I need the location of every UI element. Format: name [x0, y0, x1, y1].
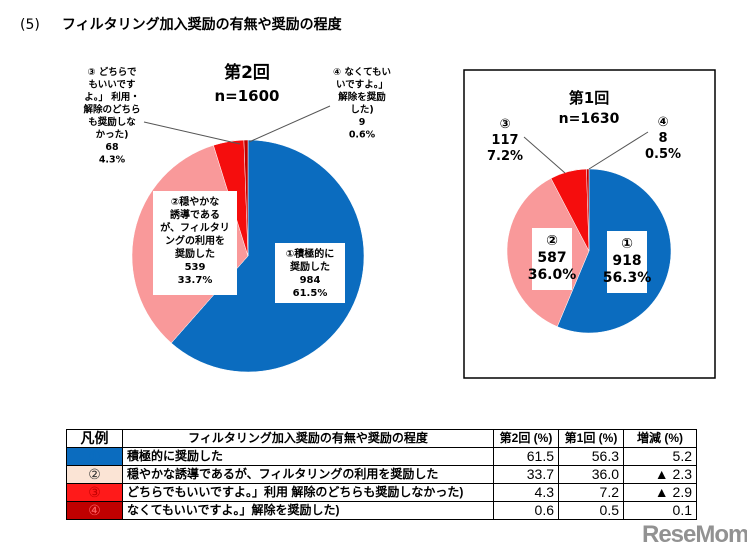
- row-diff: 0.1: [623, 501, 697, 520]
- pie1-label-3-text-1: ③: [499, 117, 510, 132]
- pie2-label-2-text-3: が、フィルタリ: [160, 221, 230, 234]
- pie1-label-2-percent: 36.0%: [528, 267, 577, 283]
- pie2-label-4-text-4: した): [350, 105, 373, 116]
- chart2-title: 第2回: [224, 62, 270, 83]
- pie2-slice-4: [243, 139, 249, 257]
- table-row: ① 積極的に奨励した 61.5 56.3 5.2: [66, 447, 697, 466]
- table-row: ② 穏やかな誘導であるが、フィルタリングの利用を奨励した 33.7 36.0 ▲…: [66, 465, 697, 484]
- pie2-label-4-text-3: 解除を奨励: [338, 91, 386, 103]
- pie2-label-2-text-1: ②穏やかな: [171, 195, 219, 208]
- header-description: フィルタリング加入奨励の有無や奨励の程度: [122, 429, 494, 448]
- table-row: ③ どちらでもいいですよ。」利用 解除のどちらも奨励しなかった) 4.3 7.2…: [66, 483, 697, 502]
- header-round2: 第2回 (%): [493, 429, 559, 448]
- pie2-label-box-1: [275, 243, 345, 303]
- row-diff: ▲ 2.9: [623, 483, 697, 502]
- legend-swatch-2: ②: [66, 465, 123, 484]
- pie2-label-2-text-5: 奨励した: [174, 247, 215, 260]
- pie1-label-1-percent: 56.3%: [603, 270, 652, 286]
- pie2-label-1-text-2: 奨励した: [289, 260, 330, 273]
- section-title-text: フィルタリング加入奨励の有無や奨励の程度: [61, 17, 342, 33]
- pie2-label-3-text-6: かった): [96, 130, 129, 141]
- row-round2: 4.3: [493, 483, 559, 502]
- row-round1: 56.3: [558, 447, 624, 466]
- legend-table: 凡例 フィルタリング加入奨励の有無や奨励の程度 第2回 (%) 第1回 (%) …: [66, 429, 697, 520]
- pie2-label-3-text-5: も奨励しな: [88, 116, 136, 128]
- row-text: どちらでもいいですよ。」利用 解除のどちらも奨励しなかった): [122, 483, 494, 502]
- row-diff: ▲ 2.3: [623, 465, 697, 484]
- row-text: 穏やかな誘導であるが、フィルタリングの利用を奨励した: [122, 465, 494, 484]
- pie2-leader-3: [143, 121, 241, 145]
- pie1-label-3-percent: 7.2%: [487, 149, 523, 164]
- pie2-label-4-percent: 0.6%: [349, 130, 376, 141]
- pie2-label-box-2: [153, 191, 237, 295]
- pie2-label-4-count: 9: [359, 117, 366, 128]
- pie2-label-1-count: 984: [300, 275, 321, 286]
- row-round1: 36.0: [558, 465, 624, 484]
- pie1-leader-4: [588, 131, 649, 170]
- legend-header-row: 凡例 フィルタリング加入奨励の有無や奨励の程度 第2回 (%) 第1回 (%) …: [66, 429, 697, 448]
- pie1-label-2-text-1: ②: [546, 233, 558, 249]
- pie2-label-3-text-1: ③ どちらで: [87, 66, 137, 78]
- legend-swatch-3: ③: [66, 483, 123, 502]
- pie2-label-1-text-1: ①積極的に: [286, 247, 334, 260]
- pie2-label-3-text-4: 解除のどちら: [83, 104, 140, 116]
- pie1-leader-3: [523, 136, 566, 174]
- row-diff: 5.2: [623, 447, 697, 466]
- pie2-label-1-percent: 61.5%: [293, 288, 328, 299]
- header-legend: 凡例: [66, 429, 123, 448]
- header-round1: 第1回 (%): [558, 429, 624, 448]
- row-round2: 33.7: [493, 465, 559, 484]
- row-text: なくてもいいですよ。」解除を奨励した): [122, 501, 494, 520]
- legend-swatch-1: ①: [66, 447, 123, 466]
- pie2-slice-1: [170, 139, 365, 373]
- pie2-label-2-percent: 33.7%: [178, 275, 213, 286]
- watermark-logo: ReseMom: [642, 521, 747, 548]
- row-round1: 0.5: [558, 501, 624, 520]
- pie1-label-2-count: 587: [537, 250, 566, 266]
- pie1-label-box-1: [607, 231, 647, 293]
- chart1-frame: [463, 69, 716, 379]
- pie2-label-2-count: 539: [185, 262, 206, 273]
- pie1-label-1-count: 918: [612, 253, 641, 269]
- pie1-label-4-percent: 0.5%: [645, 147, 681, 162]
- table-row: ④ なくてもいいですよ。」解除を奨励した) 0.6 0.5 0.1: [66, 501, 697, 520]
- chart2-subtitle: n=1600: [215, 87, 280, 105]
- pie2-label-4-text-2: いですよ。」: [336, 80, 388, 91]
- section-number: (5): [20, 17, 40, 33]
- row-round1: 7.2: [558, 483, 624, 502]
- pie2-label-2-text-2: 誘導である: [170, 208, 220, 221]
- section-title: (5) フィルタリング加入奨励の有無や奨励の程度: [20, 14, 342, 34]
- row-round2: 0.6: [493, 501, 559, 520]
- pie1-label-1-text-1: ①: [621, 236, 633, 252]
- pie2-leader-4: [248, 105, 331, 143]
- pie2-label-3-percent: 4.3%: [99, 155, 126, 166]
- pie2-label-3-count: 68: [105, 142, 119, 153]
- pie1-label-3-count: 117: [491, 133, 518, 148]
- pie2-label-3-text-2: もいいです: [88, 80, 136, 91]
- row-text: 積極的に奨励した: [122, 447, 494, 466]
- chart1-subtitle: n=1630: [559, 111, 620, 127]
- pie2-label-3-text-3: よ。」 利用・: [84, 91, 140, 103]
- pie1-label-4-count: 8: [658, 131, 667, 146]
- pie1-label-box-2: [532, 228, 572, 290]
- pie1-slice-4: [586, 168, 590, 252]
- row-round2: 61.5: [493, 447, 559, 466]
- pie1-label-4-text-1: ④: [657, 115, 668, 130]
- chart1-title: 第1回: [569, 89, 609, 107]
- pie2-label-4-text-1: ④ なくてもい: [333, 67, 391, 78]
- header-diff: 増減 (%): [623, 429, 697, 448]
- pie2-label-2-text-4: ングの利用を: [165, 234, 225, 247]
- legend-swatch-4: ④: [66, 501, 123, 520]
